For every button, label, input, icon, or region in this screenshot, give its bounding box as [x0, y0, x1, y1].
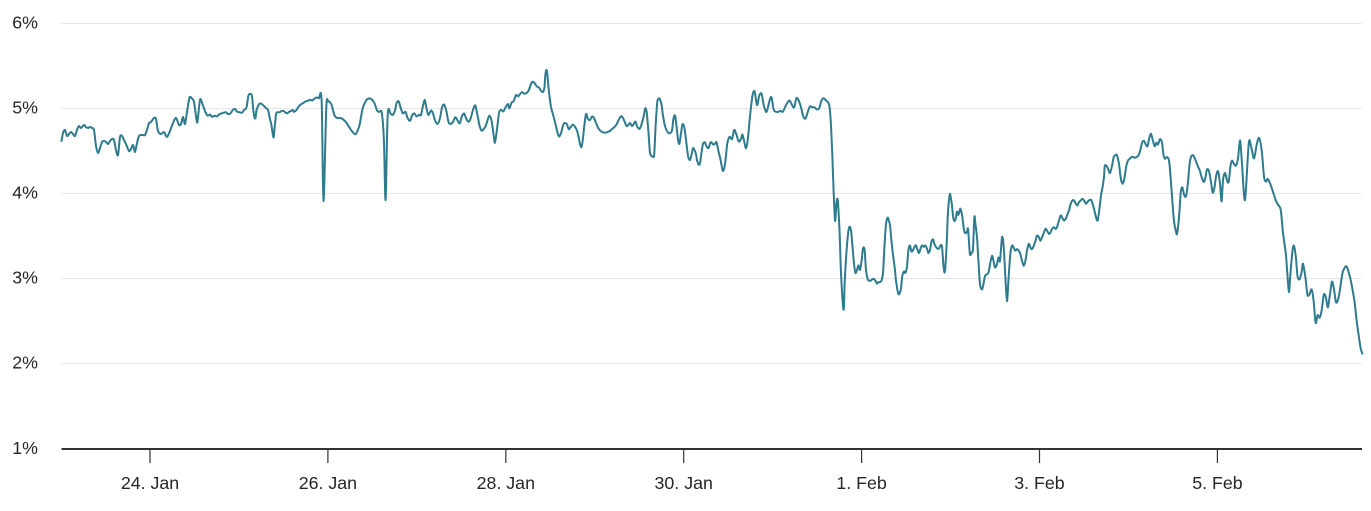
svg-text:5%: 5%	[12, 98, 38, 118]
svg-text:24. Jan: 24. Jan	[121, 473, 179, 493]
svg-text:1. Feb: 1. Feb	[836, 473, 887, 493]
svg-text:4%: 4%	[12, 183, 38, 203]
svg-text:30. Jan: 30. Jan	[655, 473, 713, 493]
svg-text:6%: 6%	[12, 13, 38, 33]
svg-text:3%: 3%	[12, 268, 38, 288]
svg-text:26. Jan: 26. Jan	[299, 473, 357, 493]
svg-text:5. Feb: 5. Feb	[1192, 473, 1243, 493]
svg-text:2%: 2%	[12, 353, 38, 373]
svg-text:3. Feb: 3. Feb	[1014, 473, 1065, 493]
svg-text:28. Jan: 28. Jan	[477, 473, 535, 493]
svg-text:1%: 1%	[12, 438, 38, 458]
